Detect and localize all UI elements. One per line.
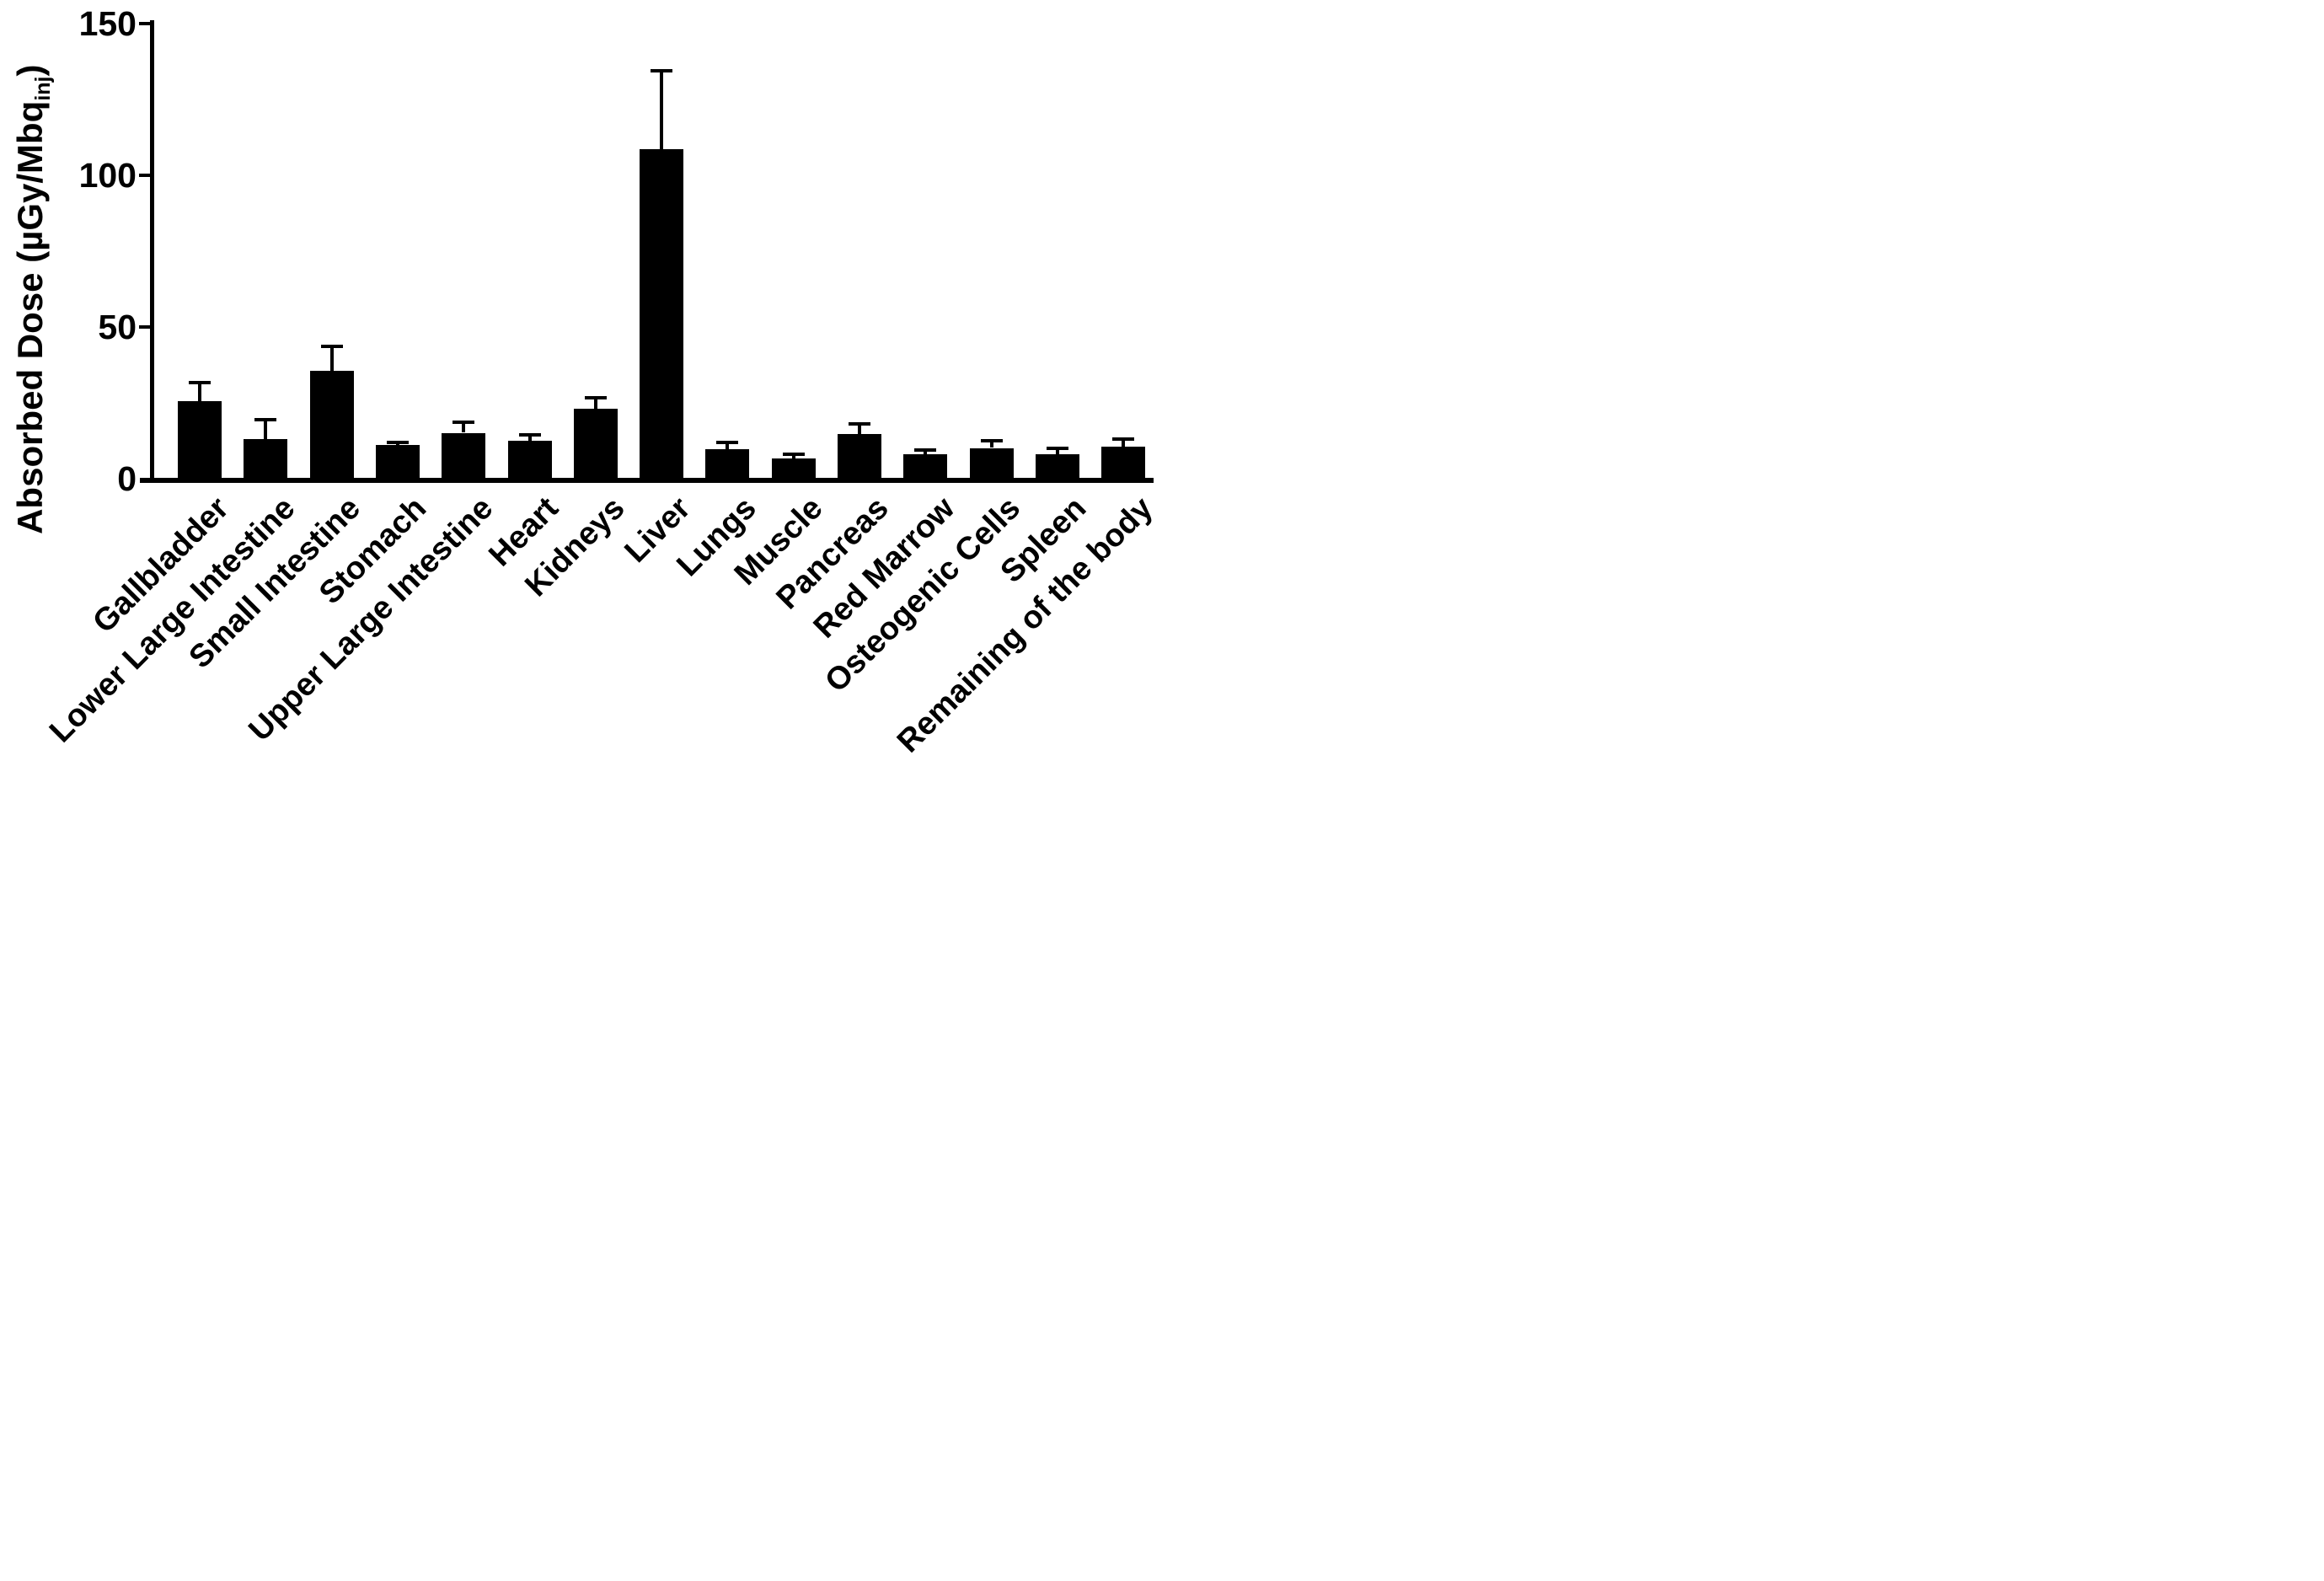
error-bar-stem <box>1055 448 1059 454</box>
y-tick-label: 50 <box>98 307 137 346</box>
error-bar-cap <box>320 345 343 349</box>
y-axis-line <box>150 20 154 483</box>
bar <box>903 453 948 479</box>
error-bar-stem <box>858 424 861 435</box>
error-bar-cap <box>254 417 277 421</box>
error-bar-cap <box>849 421 870 426</box>
error-bar-cap <box>716 440 739 444</box>
error-bar-stem <box>989 441 993 448</box>
y-tick <box>139 21 150 25</box>
bar <box>375 444 420 479</box>
bar <box>507 440 552 479</box>
x-axis-line <box>140 478 1154 483</box>
error-bar-stem <box>1122 439 1126 447</box>
error-bar-cap <box>782 452 805 456</box>
error-bar-stem <box>198 383 201 401</box>
error-bar-stem <box>660 71 664 149</box>
error-bar-stem <box>264 420 268 439</box>
bar <box>838 434 881 479</box>
bar <box>178 400 222 479</box>
error-bar-stem <box>462 423 466 433</box>
error-bar-cap <box>386 441 409 445</box>
error-bar-cap <box>518 432 541 437</box>
error-bar-cap <box>584 396 607 400</box>
error-bar-stem <box>593 399 597 409</box>
error-bar-stem <box>527 435 532 441</box>
error-bar-cap <box>1112 437 1135 441</box>
bar <box>640 148 684 479</box>
bar-chart-figure: Absorbed Dose (µGy/Mbqinj) 0 50 100 150 Gal… <box>0 0 1162 790</box>
y-tick-label: 0 <box>117 458 137 498</box>
y-axis-title-subscript: inj <box>31 76 56 101</box>
bar <box>705 449 750 479</box>
error-bar-cap <box>189 381 211 385</box>
bar <box>771 458 816 479</box>
error-bar-cap <box>651 68 673 72</box>
bar <box>442 432 486 479</box>
bar <box>1035 453 1079 479</box>
y-tick <box>139 324 150 329</box>
error-bar-stem <box>791 454 795 459</box>
bar <box>309 370 354 479</box>
bar <box>573 408 618 479</box>
error-bar-cap <box>452 421 475 425</box>
error-bar-stem <box>329 347 334 371</box>
bar <box>1101 446 1146 479</box>
error-bar-cap <box>980 438 1003 442</box>
error-bar-cap <box>914 448 937 452</box>
y-tick-label: 150 <box>78 3 137 43</box>
error-bar-stem <box>924 450 928 454</box>
y-tick-label: 100 <box>78 155 137 195</box>
error-bar-cap <box>1046 446 1068 450</box>
error-bar-stem <box>726 442 730 450</box>
bar <box>969 448 1014 479</box>
bar <box>244 438 288 479</box>
y-axis-title-end: ) <box>9 64 50 77</box>
y-tick <box>139 173 150 177</box>
